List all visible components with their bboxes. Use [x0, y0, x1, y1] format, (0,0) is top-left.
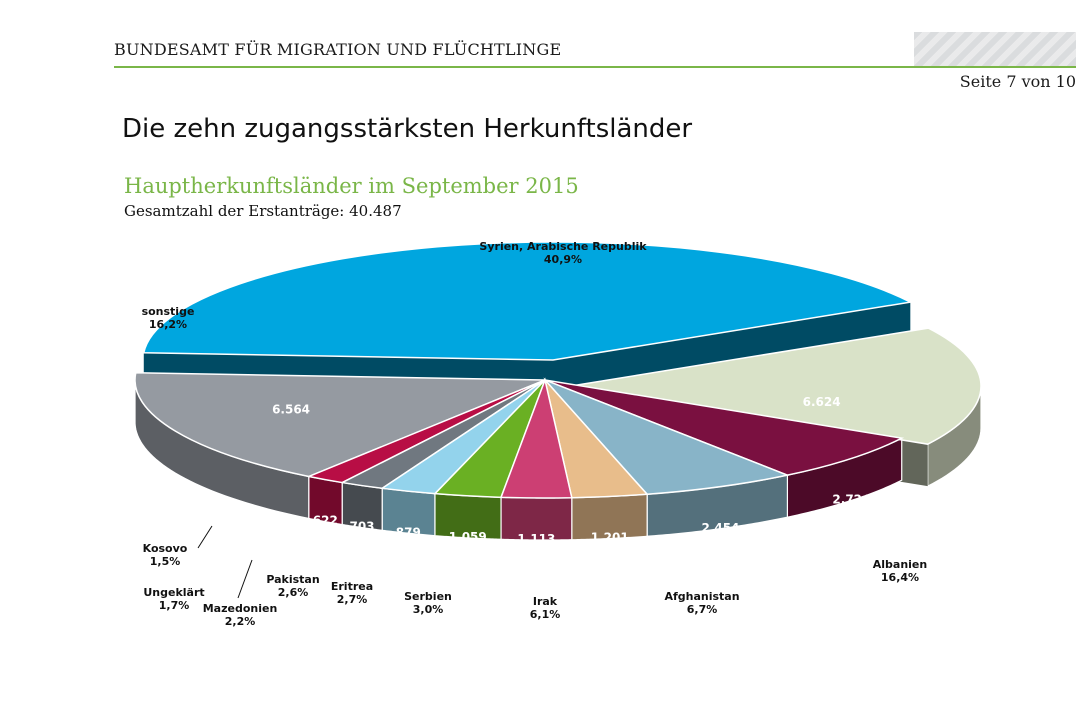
- value-labels: 16.544 6.624 2.724 2.454 1.201 1.113 1.059 879 7…: [272, 198, 870, 546]
- category-label-9: Kosovo: [143, 542, 188, 555]
- value-label-9: 622: [313, 514, 338, 528]
- percent-label-9: 1,5%: [150, 555, 181, 568]
- total-applications: Gesamtzahl der Erstanträge: 40.487: [124, 202, 402, 220]
- category-label-2: Afghanistan: [664, 590, 739, 603]
- category-label-1: Albanien: [873, 558, 927, 571]
- leader-line-kosovo: [197, 525, 213, 549]
- percent-label-2: 6,7%: [687, 603, 718, 616]
- category-label-8: Ungeklärt: [143, 586, 204, 599]
- slice-3: [544, 379, 791, 496]
- value-label-8: 703: [349, 520, 374, 534]
- value-label-3: 2.454: [701, 521, 739, 535]
- percent-label-10: 16,2%: [149, 318, 187, 331]
- slice-1: [570, 327, 982, 445]
- category-label-10: sonstige: [142, 305, 195, 318]
- slice-2: [544, 379, 905, 476]
- header-divider: [114, 66, 1076, 68]
- category-labels: Syrien, Arabische Republik40,9%Albanien1…: [142, 240, 928, 628]
- percent-label-7: 2,2%: [225, 615, 256, 628]
- header-org-name: BUNDESAMT FÜR MIGRATION UND FLÜCHTLINGE: [114, 40, 562, 59]
- value-label-0: 16.544: [489, 198, 535, 212]
- value-label-4: 1.201: [591, 531, 629, 545]
- page-title: Die zehn zugangsstärksten Herkunftslände…: [122, 114, 693, 144]
- leader-line-mazedonien: [237, 559, 253, 599]
- percent-label-4: 3,0%: [413, 603, 444, 616]
- percent-label-0: 40,9%: [544, 253, 582, 266]
- percent-label-6: 2,6%: [278, 586, 309, 599]
- page-number: Seite 7 von 10: [959, 72, 1076, 91]
- category-label-4: Serbien: [404, 590, 452, 603]
- chart-subtitle: Hauptherkunftsländer im September 2015: [124, 174, 579, 198]
- category-label-3: Irak: [533, 595, 558, 608]
- value-label-7: 879: [396, 525, 421, 539]
- header-decor-image: [914, 32, 1076, 66]
- category-label-5: Eritrea: [331, 580, 373, 593]
- percent-label-1: 16,4%: [881, 571, 919, 584]
- value-label-5: 1.113: [517, 532, 555, 546]
- category-label-0: Syrien, Arabische Republik: [479, 240, 647, 253]
- value-label-1: 6.624: [803, 395, 841, 409]
- slice-0: [142, 241, 913, 361]
- pie-tops: [134, 241, 982, 499]
- percent-label-5: 2,7%: [337, 593, 368, 606]
- value-label-6: 1.059: [449, 530, 487, 544]
- percent-label-3: 6,1%: [530, 608, 561, 621]
- category-label-6: Pakistan: [266, 573, 319, 586]
- value-label-2: 2.724: [832, 493, 870, 507]
- slice-10: [134, 371, 546, 478]
- value-label-10: 6.564: [272, 403, 310, 417]
- slice-5: [500, 377, 573, 499]
- category-label-7: Mazedonien: [203, 602, 278, 615]
- percent-label-8: 1,7%: [159, 599, 190, 612]
